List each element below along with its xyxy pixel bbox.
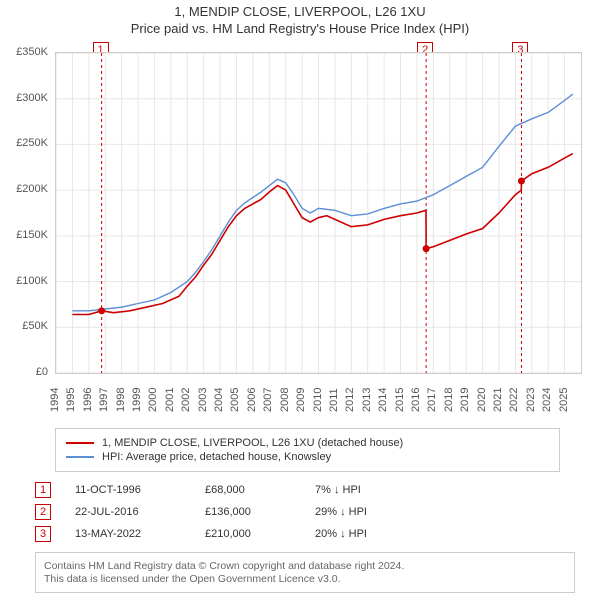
sale-date: 22-JUL-2016 — [75, 506, 205, 518]
sale-price: £68,000 — [205, 484, 315, 496]
sale-price: £210,000 — [205, 528, 315, 540]
series-property — [72, 154, 572, 315]
sale-point — [518, 178, 525, 185]
legend-item-hpi: HPI: Average price, detached house, Know… — [66, 451, 549, 463]
sale-price: £136,000 — [205, 506, 315, 518]
y-axis-label: £250K — [16, 137, 48, 149]
x-axis-label: 2019 — [459, 409, 471, 412]
x-axis-label: 2005 — [229, 409, 241, 412]
x-axis-label: 2014 — [377, 409, 389, 412]
sale-index-badge: 1 — [35, 482, 51, 498]
x-axis-label: 2003 — [197, 409, 209, 412]
sale-point — [98, 307, 105, 314]
x-axis-label: 1995 — [65, 409, 77, 412]
y-axis-label: £350K — [16, 46, 48, 58]
sales-row: 3 13-MAY-2022 £210,000 20% ↓ HPI — [35, 526, 600, 542]
x-axis-label: 2010 — [312, 409, 324, 412]
x-axis-label: 2009 — [295, 409, 307, 412]
x-axis-label: 2008 — [279, 409, 291, 412]
sales-row: 1 11-OCT-1996 £68,000 7% ↓ HPI — [35, 482, 600, 498]
x-axis-label: 2025 — [558, 409, 570, 412]
x-axis-label: 2001 — [164, 409, 176, 412]
x-axis-label: 1997 — [98, 409, 110, 412]
y-axis-label: £200K — [16, 183, 48, 195]
x-axis-label: 1996 — [82, 409, 94, 412]
series-hpi — [72, 94, 572, 311]
x-axis-label: 2002 — [180, 409, 192, 412]
legend-label-hpi: HPI: Average price, detached house, Know… — [102, 451, 331, 463]
x-axis-label: 2012 — [344, 409, 356, 412]
legend-swatch-hpi — [66, 456, 94, 458]
y-axis-label: £100K — [16, 275, 48, 287]
legend-item-property: 1, MENDIP CLOSE, LIVERPOOL, L26 1XU (det… — [66, 437, 549, 449]
x-axis-label: 2007 — [262, 409, 274, 412]
y-axis-label: £50K — [22, 320, 48, 332]
sale-index-badge: 2 — [35, 504, 51, 520]
x-axis-label: 2013 — [361, 409, 373, 412]
chart-title-address: 1, MENDIP CLOSE, LIVERPOOL, L26 1XU — [0, 4, 600, 19]
sales-table: 1 11-OCT-1996 £68,000 7% ↓ HPI 2 22-JUL-… — [35, 482, 600, 542]
sale-delta: 20% ↓ HPI — [315, 528, 435, 540]
sale-date: 13-MAY-2022 — [75, 528, 205, 540]
x-axis-label: 2011 — [328, 409, 340, 412]
x-axis-label: 2021 — [492, 409, 504, 412]
sale-point — [423, 245, 430, 252]
legend-label-property: 1, MENDIP CLOSE, LIVERPOOL, L26 1XU (det… — [102, 437, 403, 449]
sales-row: 2 22-JUL-2016 £136,000 29% ↓ HPI — [35, 504, 600, 520]
legend: 1, MENDIP CLOSE, LIVERPOOL, L26 1XU (det… — [55, 428, 560, 472]
chart-area: £0 £50K £100K £150K £200K £250K £300K £350K 1994… — [0, 40, 600, 420]
x-axis-label: 2017 — [426, 409, 438, 412]
x-axis-label: 2006 — [246, 409, 258, 412]
y-axis-label: £150K — [16, 229, 48, 241]
x-axis-label: 1998 — [115, 409, 127, 412]
x-axis-label: 2018 — [443, 409, 455, 412]
sale-delta: 7% ↓ HPI — [315, 484, 435, 496]
legend-swatch-property — [66, 442, 94, 444]
x-axis-label: 2020 — [476, 409, 488, 412]
footer-line: This data is licensed under the Open Gov… — [44, 573, 566, 585]
x-axis-label: 2015 — [394, 409, 406, 412]
sale-delta: 29% ↓ HPI — [315, 506, 435, 518]
chart-plot — [55, 52, 582, 374]
x-axis-label: 2022 — [508, 409, 520, 412]
y-axis-label: £0 — [36, 366, 48, 378]
x-axis-label: 2024 — [541, 409, 553, 412]
sale-date: 11-OCT-1996 — [75, 484, 205, 496]
x-axis-label: 1999 — [131, 409, 143, 412]
x-axis-label: 1994 — [49, 409, 61, 412]
x-axis-label: 2004 — [213, 409, 225, 412]
attribution-footer: Contains HM Land Registry data © Crown c… — [35, 552, 575, 593]
chart-title-subtitle: Price paid vs. HM Land Registry's House … — [0, 21, 600, 36]
x-axis-label: 2016 — [410, 409, 422, 412]
footer-line: Contains HM Land Registry data © Crown c… — [44, 560, 566, 572]
sale-index-badge: 3 — [35, 526, 51, 542]
x-axis-label: 2000 — [147, 409, 159, 412]
y-axis-label: £300K — [16, 92, 48, 104]
x-axis-label: 2023 — [525, 409, 537, 412]
